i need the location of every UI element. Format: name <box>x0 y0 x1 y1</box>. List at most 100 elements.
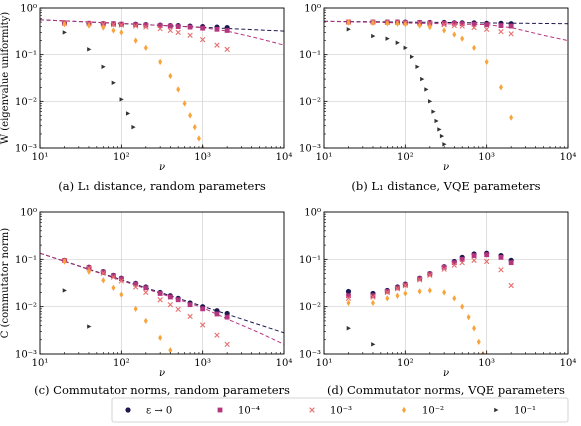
fit-line-magenta <box>324 20 568 42</box>
data-point-em1 <box>346 326 351 331</box>
data-point-em4 <box>200 306 206 312</box>
data-point-em3 <box>427 272 433 278</box>
data-point-em4 <box>200 25 206 31</box>
grid-a <box>39 7 285 149</box>
data-point-em2 <box>370 299 375 307</box>
panels: 10¹ 10² 10³ 10⁴ 10⁻³ 10⁻² 10⁻¹ 10⁰ ν W (eigenvalu… <box>0 4 576 398</box>
data-point-em4 <box>167 23 173 29</box>
y-tick-label: 10⁻³ <box>299 350 321 361</box>
data-point-em2 <box>395 20 400 27</box>
data-point-em4 <box>471 253 477 258</box>
data-point-em3 <box>370 294 376 300</box>
data-point-em2 <box>168 72 173 80</box>
data-point-em2 <box>395 292 400 299</box>
grid-d <box>323 211 569 355</box>
data-point-em4 <box>508 260 514 266</box>
plot-frame <box>323 211 569 355</box>
data-point-em1 <box>131 124 136 130</box>
data-point-em2 <box>86 22 91 29</box>
data-point-em1 <box>434 118 439 124</box>
data-point-em3 <box>459 23 465 29</box>
data-point-em3 <box>483 258 490 265</box>
ticks-b: 10¹ 10² 10³ 10⁴ 10⁻³ 10⁻² 10⁻¹ 10⁰ <box>299 4 576 164</box>
data-point-em2 <box>417 288 422 295</box>
data-point-em4 <box>167 294 173 300</box>
data-point-em1 <box>385 36 390 41</box>
y-tick-label: 10⁻² <box>15 302 37 313</box>
series-em1 <box>62 288 92 329</box>
data-point-em1 <box>428 99 433 104</box>
data-point-em2 <box>111 27 116 34</box>
data-point-em1 <box>87 47 92 52</box>
data-point-em2 <box>442 289 447 296</box>
y-tick-label: 10⁻³ <box>15 144 37 155</box>
data-point-em2 <box>196 135 201 142</box>
legend-marker-em4 <box>217 407 223 413</box>
data-point-em4 <box>143 285 149 291</box>
data-point-em4 <box>370 293 376 299</box>
data-point-em4 <box>459 256 465 262</box>
data-point-em4 <box>459 21 465 27</box>
data-point-em3 <box>224 341 230 348</box>
series-em1 <box>62 30 136 130</box>
data-point-em1 <box>87 324 92 329</box>
series-c <box>61 257 230 354</box>
data-point-em4 <box>118 21 124 27</box>
fit-line-magenta <box>40 252 284 345</box>
plot-frame <box>39 211 285 355</box>
x-axis-label: ν <box>443 162 449 173</box>
data-point-em1 <box>442 142 447 147</box>
x-tick-label: 10⁴ <box>276 358 293 369</box>
plot-frame <box>39 7 285 149</box>
x-tick-label: 10¹ <box>32 358 49 369</box>
panel-b: 10¹ 10² 10³ 10⁴ 10⁻³ 10⁻² 10⁻¹ 10⁰ ν (b) L₁ dista… <box>299 4 576 194</box>
data-point-em1 <box>420 76 425 82</box>
legend-box <box>111 397 569 423</box>
data-point-em2 <box>133 37 138 44</box>
grid-c <box>39 211 285 355</box>
data-point-em2 <box>176 86 181 93</box>
data-point-em2 <box>476 338 481 346</box>
legend-marker-em3 <box>309 407 315 413</box>
data-point-em3 <box>441 266 447 272</box>
data-point-em4 <box>111 21 116 27</box>
data-point-em1 <box>431 109 436 114</box>
x-tick-label: 10² <box>397 152 414 163</box>
data-point-em3 <box>118 22 125 28</box>
series-em2 <box>346 287 485 354</box>
data-point-em3 <box>167 27 173 34</box>
data-point-em4 <box>157 291 163 296</box>
data-point-em2 <box>403 290 408 297</box>
y-tick-label: 10⁰ <box>20 4 37 15</box>
data-point-em3 <box>110 274 117 280</box>
data-point-em3 <box>483 26 490 32</box>
data-point-em3 <box>384 289 390 296</box>
data-point-em1 <box>409 54 415 60</box>
data-point-em2 <box>182 100 187 107</box>
data-point-em4 <box>427 20 433 26</box>
legend-marker-em2 <box>402 406 406 414</box>
data-point-em3 <box>132 284 139 290</box>
legend-entry-em3: 10⁻³ <box>309 406 352 417</box>
x-axis-label: ν <box>443 368 449 379</box>
data-point-em3 <box>143 24 149 30</box>
data-point-em4 <box>133 281 139 287</box>
data-point-em3 <box>441 21 447 28</box>
grid-b <box>323 7 569 149</box>
data-point-em3 <box>157 297 163 303</box>
data-point-em4 <box>111 273 116 279</box>
y-tick-label: 10⁰ <box>20 208 37 219</box>
series-em1 <box>346 326 376 347</box>
data-point-em3 <box>427 21 433 27</box>
data-point-em4 <box>484 22 490 28</box>
panel-caption: (a) L₁ distance, random parameters <box>58 179 266 193</box>
legend-label: ε → 0 <box>146 406 172 417</box>
data-point-em4 <box>441 264 447 270</box>
data-point-em2 <box>346 299 351 307</box>
data-point-em2 <box>427 287 432 294</box>
data-point-em3 <box>175 29 181 36</box>
x-tick-label: 10³ <box>194 152 211 163</box>
data-point-em4 <box>214 311 220 317</box>
y-tick-label: 10⁻² <box>299 302 321 313</box>
series-em2 <box>346 19 514 121</box>
